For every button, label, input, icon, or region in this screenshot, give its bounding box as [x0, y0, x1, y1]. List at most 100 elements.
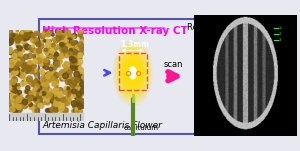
- Point: [35, 33, 40, 35]
- Point: [8, 87, 12, 89]
- Point: [15, 43, 20, 45]
- Point: [74, 51, 78, 53]
- Point: [44, 31, 49, 34]
- Point: [21, 70, 26, 73]
- Point: [30, 35, 35, 37]
- Point: [69, 66, 74, 68]
- Point: [64, 102, 69, 105]
- Point: [32, 60, 37, 63]
- Point: [63, 79, 68, 81]
- Point: [75, 97, 80, 99]
- Point: [44, 59, 48, 62]
- Point: [63, 75, 68, 77]
- Point: [10, 89, 14, 91]
- Point: [26, 96, 31, 99]
- Point: [82, 71, 86, 73]
- Point: [34, 40, 38, 43]
- Point: [31, 35, 36, 37]
- Point: [76, 91, 81, 93]
- Point: [68, 63, 73, 66]
- Circle shape: [124, 58, 142, 88]
- Point: [39, 104, 44, 107]
- Point: [13, 67, 18, 69]
- Point: [28, 96, 33, 99]
- Point: [44, 50, 49, 52]
- Point: [39, 70, 44, 72]
- Point: [70, 41, 75, 44]
- Point: [33, 100, 38, 102]
- Point: [45, 50, 50, 52]
- Point: [48, 40, 52, 42]
- Point: [25, 30, 30, 32]
- Point: [66, 87, 70, 89]
- Point: [76, 104, 81, 106]
- Point: [10, 83, 14, 86]
- Point: [51, 38, 56, 41]
- Point: [54, 83, 59, 85]
- Point: [46, 73, 51, 76]
- Point: [48, 89, 53, 92]
- Point: [71, 110, 76, 112]
- Point: [69, 64, 74, 67]
- Point: [16, 63, 21, 65]
- Point: [64, 70, 68, 72]
- Point: [59, 48, 64, 50]
- Point: [41, 91, 46, 94]
- Point: [38, 85, 42, 87]
- Point: [28, 50, 33, 52]
- Point: [28, 81, 33, 83]
- Point: [74, 57, 79, 59]
- Point: [14, 101, 19, 104]
- Point: [50, 45, 55, 48]
- Point: [21, 32, 26, 34]
- Point: [14, 92, 19, 94]
- Point: [8, 34, 13, 37]
- Point: [38, 54, 42, 57]
- Point: [51, 44, 56, 46]
- Point: [77, 108, 82, 111]
- Point: [18, 73, 23, 76]
- Point: [74, 87, 79, 89]
- Point: [11, 94, 16, 97]
- Point: [54, 74, 59, 77]
- Point: [68, 89, 72, 92]
- Point: [79, 104, 84, 107]
- Point: [26, 102, 31, 104]
- Point: [17, 84, 22, 86]
- Point: [12, 72, 16, 75]
- Point: [11, 37, 15, 39]
- Point: [50, 65, 54, 67]
- Point: [79, 29, 84, 32]
- Point: [30, 63, 35, 65]
- Point: [78, 76, 83, 79]
- Point: [11, 56, 16, 59]
- Point: [44, 67, 49, 69]
- Point: [36, 82, 40, 85]
- Point: [54, 103, 58, 105]
- Point: [30, 37, 35, 40]
- Point: [81, 90, 85, 92]
- Point: [55, 63, 59, 66]
- Text: scan: scan: [164, 60, 183, 69]
- Point: [51, 76, 56, 78]
- Point: [65, 31, 70, 33]
- Point: [22, 37, 26, 40]
- Point: [20, 39, 25, 42]
- Point: [79, 73, 84, 76]
- Point: [71, 36, 76, 38]
- Point: [51, 44, 56, 46]
- Point: [67, 34, 72, 37]
- Point: [14, 35, 18, 38]
- Point: [46, 109, 51, 112]
- Point: [35, 39, 40, 42]
- Point: [79, 88, 84, 90]
- Point: [72, 83, 77, 85]
- Point: [17, 106, 22, 108]
- Point: [34, 79, 38, 81]
- Point: [41, 34, 46, 36]
- Point: [7, 74, 12, 77]
- Point: [61, 35, 66, 37]
- Point: [29, 67, 34, 70]
- Point: [9, 94, 14, 96]
- Point: [25, 33, 29, 36]
